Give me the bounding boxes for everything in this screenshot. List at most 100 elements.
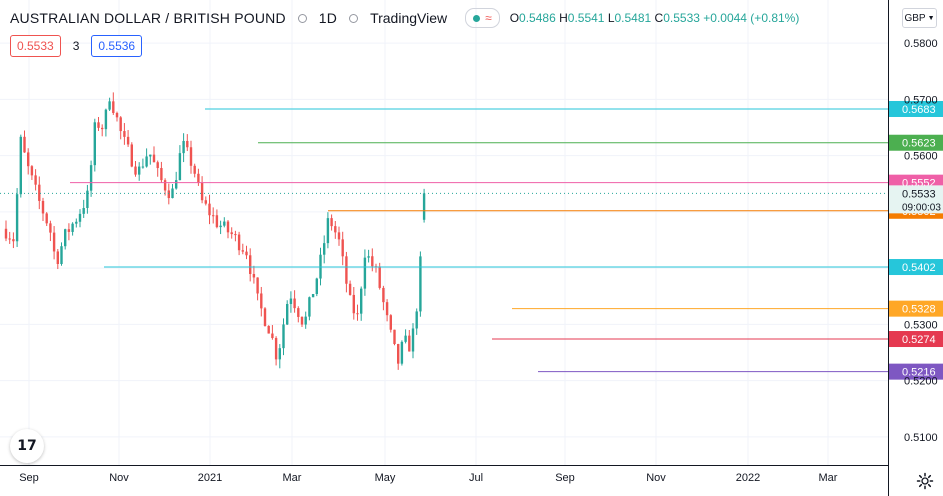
candle-body bbox=[75, 221, 78, 224]
candle-body bbox=[337, 232, 341, 240]
candle-body bbox=[115, 112, 119, 118]
candle-body bbox=[237, 234, 241, 251]
level-label: 0.5216 bbox=[902, 367, 936, 379]
level-label: 0.5328 bbox=[902, 304, 936, 316]
symbol-name[interactable]: AUSTRALIAN DOLLAR / BRITISH POUND bbox=[10, 10, 286, 26]
candle-body bbox=[330, 218, 333, 227]
tradingview-logo-icon[interactable]: 17 bbox=[10, 429, 44, 463]
candle-body bbox=[378, 266, 381, 288]
close-value: 0.5533 bbox=[663, 11, 700, 25]
candle-body bbox=[234, 234, 237, 236]
candle-body bbox=[356, 313, 359, 315]
candle-body bbox=[23, 136, 26, 153]
candle-body bbox=[323, 243, 326, 255]
x-tick-label: Jul bbox=[469, 472, 483, 484]
market-open-icon bbox=[473, 14, 481, 22]
x-tick-label: Sep bbox=[555, 472, 575, 484]
candle-body bbox=[108, 101, 111, 110]
candle-body bbox=[126, 136, 130, 145]
chart-header: AUSTRALIAN DOLLAR / BRITISH POUND 1D Tra… bbox=[10, 8, 799, 28]
candle-body bbox=[175, 180, 178, 189]
level-label-box bbox=[889, 100, 943, 117]
sell-price-button[interactable]: 0.5533 bbox=[10, 35, 61, 57]
currency-selector[interactable]: GBP ▼ bbox=[902, 8, 937, 28]
x-tick-label: Nov bbox=[646, 472, 666, 484]
candle-body bbox=[382, 287, 385, 303]
wave-icon: ≈ bbox=[485, 11, 492, 25]
candle-body bbox=[226, 221, 230, 233]
change-value: +0.0044 (+0.81%) bbox=[703, 11, 800, 25]
candle-body bbox=[152, 154, 156, 163]
candle-body bbox=[271, 333, 274, 339]
candle-body bbox=[308, 297, 311, 317]
candle-body bbox=[134, 166, 137, 175]
y-tick-label: 0.5600 bbox=[904, 151, 938, 163]
candle-body bbox=[138, 166, 141, 175]
y-tick-label: 0.5200 bbox=[904, 376, 938, 388]
candle-body bbox=[27, 152, 30, 167]
candle-body bbox=[256, 277, 259, 294]
candle-body bbox=[215, 215, 219, 228]
candle-body bbox=[208, 203, 211, 216]
horizontal-levels: 0.56830.56230.55520.55020.54020.53280.52… bbox=[0, 100, 943, 380]
candle-body bbox=[160, 168, 163, 181]
candle-body bbox=[393, 329, 396, 345]
chart-grid bbox=[0, 0, 888, 465]
candle-body bbox=[167, 190, 170, 199]
x-tick-label: Mar bbox=[283, 472, 302, 484]
candle-body bbox=[219, 225, 222, 228]
candle-body bbox=[397, 344, 400, 364]
low-value: 0.5481 bbox=[614, 11, 652, 25]
candle-body bbox=[193, 165, 196, 174]
candle-series bbox=[4, 92, 426, 370]
level-label: 0.5402 bbox=[902, 262, 936, 274]
candle-body bbox=[97, 122, 100, 128]
market-status-pill[interactable]: ≈ bbox=[465, 8, 500, 28]
last-price-label: 0.5533 bbox=[902, 188, 936, 200]
candle-body bbox=[260, 293, 263, 309]
candle-body bbox=[34, 175, 37, 185]
candle-body bbox=[334, 226, 337, 233]
candle-body bbox=[304, 316, 307, 325]
candle-body bbox=[141, 166, 145, 168]
level-label: 0.5683 bbox=[902, 104, 936, 116]
bar-countdown-label: 09:00:03 bbox=[902, 202, 941, 213]
candle-body bbox=[156, 162, 159, 169]
spread-value: 3 bbox=[72, 39, 80, 53]
level-label: 0.5623 bbox=[902, 138, 936, 150]
candle-body bbox=[8, 238, 11, 240]
candle-body bbox=[408, 335, 411, 352]
candle-body bbox=[4, 228, 8, 239]
candle-body bbox=[123, 131, 126, 137]
level-label-box bbox=[889, 134, 943, 151]
candle-body bbox=[64, 229, 67, 247]
candle-body bbox=[212, 215, 215, 217]
candle-body bbox=[119, 117, 122, 132]
candle-body bbox=[71, 223, 74, 232]
y-tick-label: 0.5700 bbox=[904, 94, 938, 106]
separator-dot-icon bbox=[297, 13, 307, 23]
level-label-box bbox=[889, 300, 943, 317]
gear-icon[interactable] bbox=[916, 472, 934, 490]
candle-body bbox=[49, 223, 52, 233]
candle-body bbox=[341, 239, 344, 257]
candle-body bbox=[178, 153, 182, 181]
buy-price-button[interactable]: 0.5536 bbox=[91, 35, 143, 57]
candle-body bbox=[411, 328, 415, 352]
x-tick-label: 2021 bbox=[198, 472, 222, 484]
candle-body bbox=[93, 122, 96, 166]
level-label-box bbox=[889, 363, 943, 380]
chevron-down-icon: ▼ bbox=[927, 14, 935, 22]
level-label: 0.5274 bbox=[902, 334, 936, 346]
candle-body bbox=[101, 127, 104, 130]
x-tick-label: May bbox=[375, 472, 396, 484]
candle-body bbox=[326, 218, 330, 244]
x-tick-label: Nov bbox=[109, 472, 129, 484]
candle-body bbox=[249, 255, 252, 275]
candle-body bbox=[189, 147, 193, 166]
candle-body bbox=[278, 348, 281, 360]
candle-body bbox=[282, 324, 285, 349]
interval-label[interactable]: 1D bbox=[318, 10, 338, 26]
candle-body bbox=[45, 213, 48, 224]
